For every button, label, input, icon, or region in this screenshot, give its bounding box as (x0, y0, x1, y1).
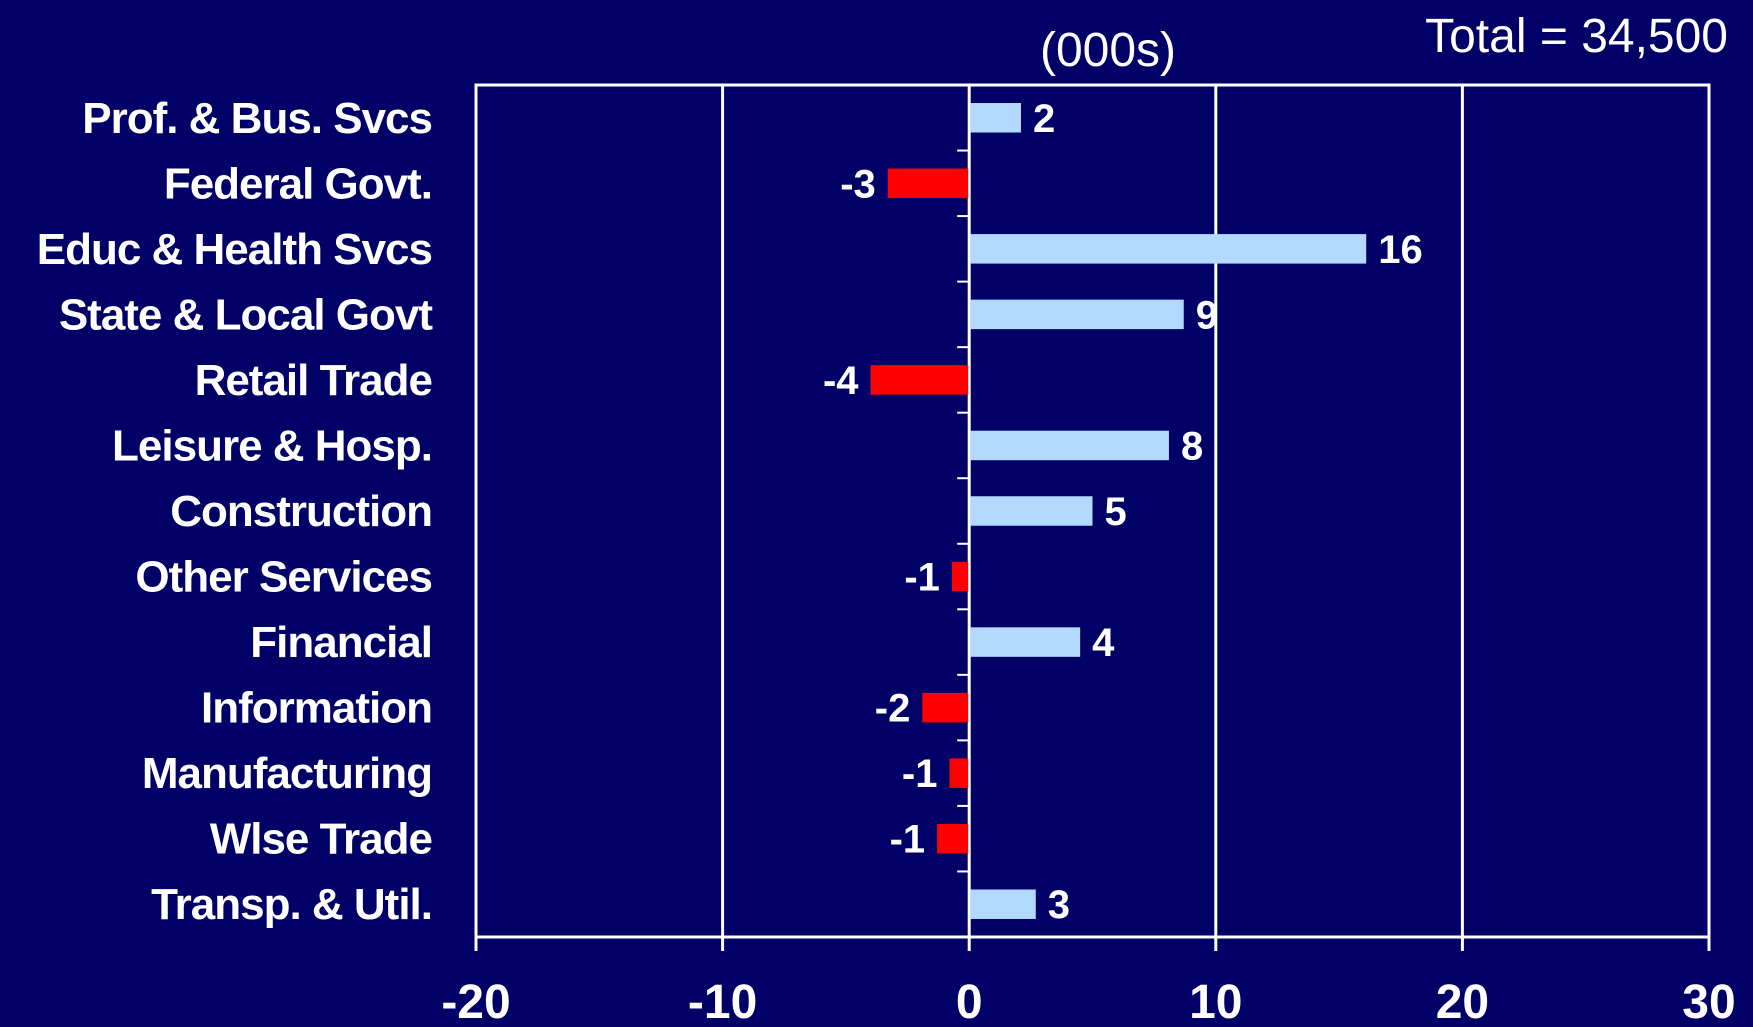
data-label-4: -4 (823, 359, 859, 403)
category-label-0: Prof. & Bus. Svcs (82, 94, 432, 143)
data-label-8: 4 (1092, 621, 1115, 665)
plot-area-frame (474, 83, 1711, 939)
bar-6 (969, 496, 1093, 526)
units-label: (000s) (1040, 24, 1176, 77)
category-label-2: Educ & Health Svcs (37, 225, 432, 274)
category-label-12: Transp. & Util. (151, 880, 432, 929)
bar-2 (969, 234, 1367, 264)
x-tick-label-4: 20 (1436, 976, 1489, 1027)
category-label-11: Wlse Trade (210, 815, 432, 864)
total-label: Total = 34,500 (1425, 10, 1728, 63)
data-label-12: 3 (1048, 883, 1070, 927)
bar-8 (969, 627, 1081, 657)
bar-7 (951, 561, 970, 592)
bar-5 (969, 430, 1169, 461)
bar-3 (969, 299, 1184, 330)
data-label-10: -1 (902, 752, 938, 796)
x-tick-label-3: 10 (1189, 976, 1242, 1027)
category-label-8: Financial (250, 618, 432, 667)
data-label-0: 2 (1033, 97, 1055, 141)
data-label-11: -1 (890, 818, 926, 862)
category-label-5: Leisure & Hosp. (112, 421, 432, 470)
bars (870, 103, 1367, 919)
bar-4 (870, 365, 970, 395)
data-label-5: 8 (1181, 424, 1203, 468)
category-label-10: Manufacturing (142, 749, 432, 798)
bar-12 (969, 889, 1036, 919)
x-tick-label-0: -20 (441, 976, 510, 1027)
bar-1 (887, 168, 970, 199)
bar-9 (922, 692, 970, 723)
category-label-9: Information (201, 684, 432, 733)
data-label-3: 9 (1196, 293, 1218, 337)
data-labels: 2 -3 16 9 -4 8 5 -1 4 -2 -1 -1 3 (823, 97, 1423, 927)
category-label-1: Federal Govt. (164, 159, 432, 208)
bar-10 (949, 758, 970, 788)
bar-11 (937, 823, 970, 854)
category-label-4: Retail Trade (195, 356, 432, 405)
bar-0 (969, 103, 1021, 133)
x-tick-label-2: 0 (956, 976, 983, 1027)
category-labels: Prof. & Bus. Svcs Federal Govt. Educ & Hea… (37, 94, 435, 929)
zero-axis (957, 85, 971, 937)
data-label-2: 16 (1378, 228, 1423, 272)
data-label-1: -3 (840, 162, 876, 206)
category-label-6: Construction (170, 487, 432, 536)
data-label-7: -1 (904, 556, 940, 600)
data-label-6: 5 (1105, 490, 1127, 534)
x-axis-ticks: -20 -10 0 10 20 30 (441, 937, 1736, 1027)
category-label-7: Other Services (135, 553, 432, 602)
category-label-3: State & Local Govt (59, 290, 434, 339)
data-label-9: -2 (875, 687, 911, 731)
x-tick-label-5: 30 (1682, 976, 1735, 1027)
x-tick-label-1: -10 (688, 976, 757, 1027)
